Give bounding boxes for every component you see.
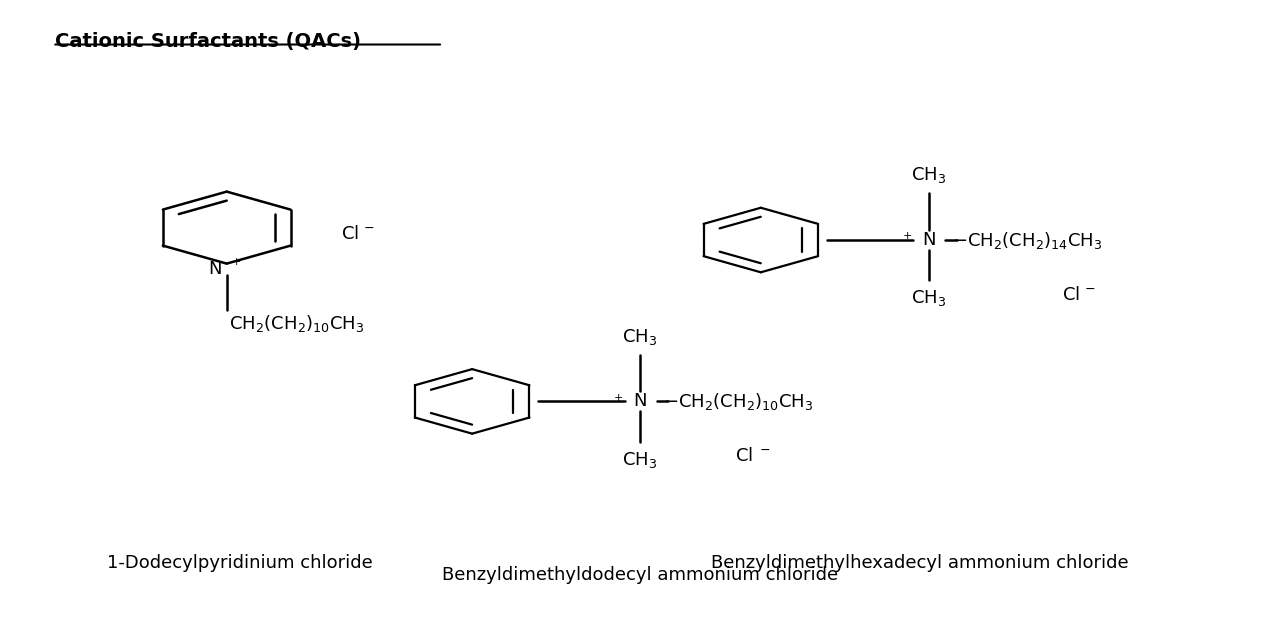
- Text: Benzyldimethyldodecyl ammonium chloride: Benzyldimethyldodecyl ammonium chloride: [442, 567, 838, 584]
- Text: $-\mathregular{CH_2(CH_2)_{14}CH_3}$: $-\mathregular{CH_2(CH_2)_{14}CH_3}$: [951, 230, 1102, 250]
- Text: N: N: [209, 260, 221, 278]
- Text: Cl$^{\,\,-}$: Cl$^{\,\,-}$: [736, 447, 771, 465]
- Text: $\mathregular{CH_3}$: $\mathregular{CH_3}$: [911, 165, 946, 186]
- Text: $\mathregular{CH_2(CH_2)_{10}CH_3}$: $\mathregular{CH_2(CH_2)_{10}CH_3}$: [229, 313, 365, 334]
- Text: Cl$^{\,-}$: Cl$^{\,-}$: [1062, 286, 1096, 304]
- Text: +: +: [902, 231, 913, 242]
- Text: $-\mathregular{CH_2(CH_2)_{10}CH_3}$: $-\mathregular{CH_2(CH_2)_{10}CH_3}$: [663, 391, 814, 412]
- Text: $\mathregular{CH_3}$: $\mathregular{CH_3}$: [911, 289, 946, 308]
- Text: +: +: [232, 257, 241, 267]
- Text: Benzyldimethylhexadecyl ammonium chloride: Benzyldimethylhexadecyl ammonium chlorid…: [710, 554, 1129, 572]
- Text: 1-Dodecylpyridinium chloride: 1-Dodecylpyridinium chloride: [106, 554, 372, 572]
- Text: Cationic Surfactants (QACs): Cationic Surfactants (QACs): [55, 32, 361, 51]
- Text: N: N: [922, 231, 936, 249]
- Text: Cl$^{\,-}$: Cl$^{\,-}$: [342, 225, 375, 243]
- Text: N: N: [634, 392, 646, 410]
- Text: $\mathregular{CH_3}$: $\mathregular{CH_3}$: [622, 327, 658, 347]
- Text: $\mathregular{CH_3}$: $\mathregular{CH_3}$: [622, 450, 658, 470]
- Text: +: +: [614, 392, 623, 403]
